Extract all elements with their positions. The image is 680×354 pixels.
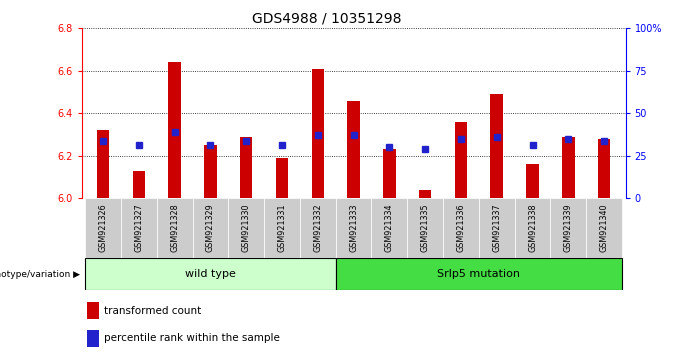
Bar	[157, 198, 192, 258]
Bar	[169, 62, 181, 198]
Text: GSM921340: GSM921340	[600, 203, 609, 252]
Bar	[276, 158, 288, 198]
Bar	[336, 198, 371, 258]
Bar	[443, 198, 479, 258]
Text: GSM921335: GSM921335	[421, 203, 430, 252]
Bar	[85, 258, 336, 290]
Bar	[419, 190, 431, 198]
Text: GSM921329: GSM921329	[206, 203, 215, 252]
Bar	[97, 130, 109, 198]
Bar	[85, 198, 121, 258]
Text: GSM921333: GSM921333	[349, 203, 358, 252]
Bar	[455, 122, 467, 198]
Bar	[240, 137, 252, 198]
Bar	[407, 198, 443, 258]
Bar	[586, 198, 622, 258]
Text: GSM921330: GSM921330	[241, 203, 251, 252]
Bar	[311, 69, 324, 198]
Bar	[228, 198, 264, 258]
Bar	[598, 139, 611, 198]
Bar	[371, 198, 407, 258]
Bar	[550, 198, 586, 258]
Text: GSM921339: GSM921339	[564, 203, 573, 252]
Text: GSM921337: GSM921337	[492, 203, 501, 252]
Text: percentile rank within the sample: percentile rank within the sample	[105, 333, 280, 343]
Bar	[383, 149, 396, 198]
Bar	[562, 137, 575, 198]
Bar	[300, 198, 336, 258]
Text: wild type: wild type	[185, 269, 236, 279]
Text: GSM921327: GSM921327	[135, 203, 143, 252]
Bar	[490, 94, 503, 198]
Text: GSM921334: GSM921334	[385, 203, 394, 252]
Bar	[204, 145, 217, 198]
Text: GSM921332: GSM921332	[313, 203, 322, 252]
Bar	[121, 198, 157, 258]
Bar	[336, 258, 622, 290]
Text: GSM921326: GSM921326	[99, 203, 107, 252]
Text: transformed count: transformed count	[105, 306, 202, 316]
Text: GSM921328: GSM921328	[170, 203, 179, 252]
Bar	[133, 171, 145, 198]
Bar	[87, 330, 99, 347]
Bar	[347, 101, 360, 198]
Text: genotype/variation ▶: genotype/variation ▶	[0, 270, 80, 279]
Text: GSM921336: GSM921336	[456, 203, 466, 252]
Bar	[87, 302, 99, 319]
Title: GDS4988 / 10351298: GDS4988 / 10351298	[252, 12, 401, 26]
Bar	[526, 164, 539, 198]
Bar	[479, 198, 515, 258]
Text: GSM921331: GSM921331	[277, 203, 286, 252]
Bar	[192, 198, 228, 258]
Bar	[264, 198, 300, 258]
Text: Srlp5 mutation: Srlp5 mutation	[437, 269, 520, 279]
Bar	[515, 198, 550, 258]
Text: GSM921338: GSM921338	[528, 203, 537, 252]
